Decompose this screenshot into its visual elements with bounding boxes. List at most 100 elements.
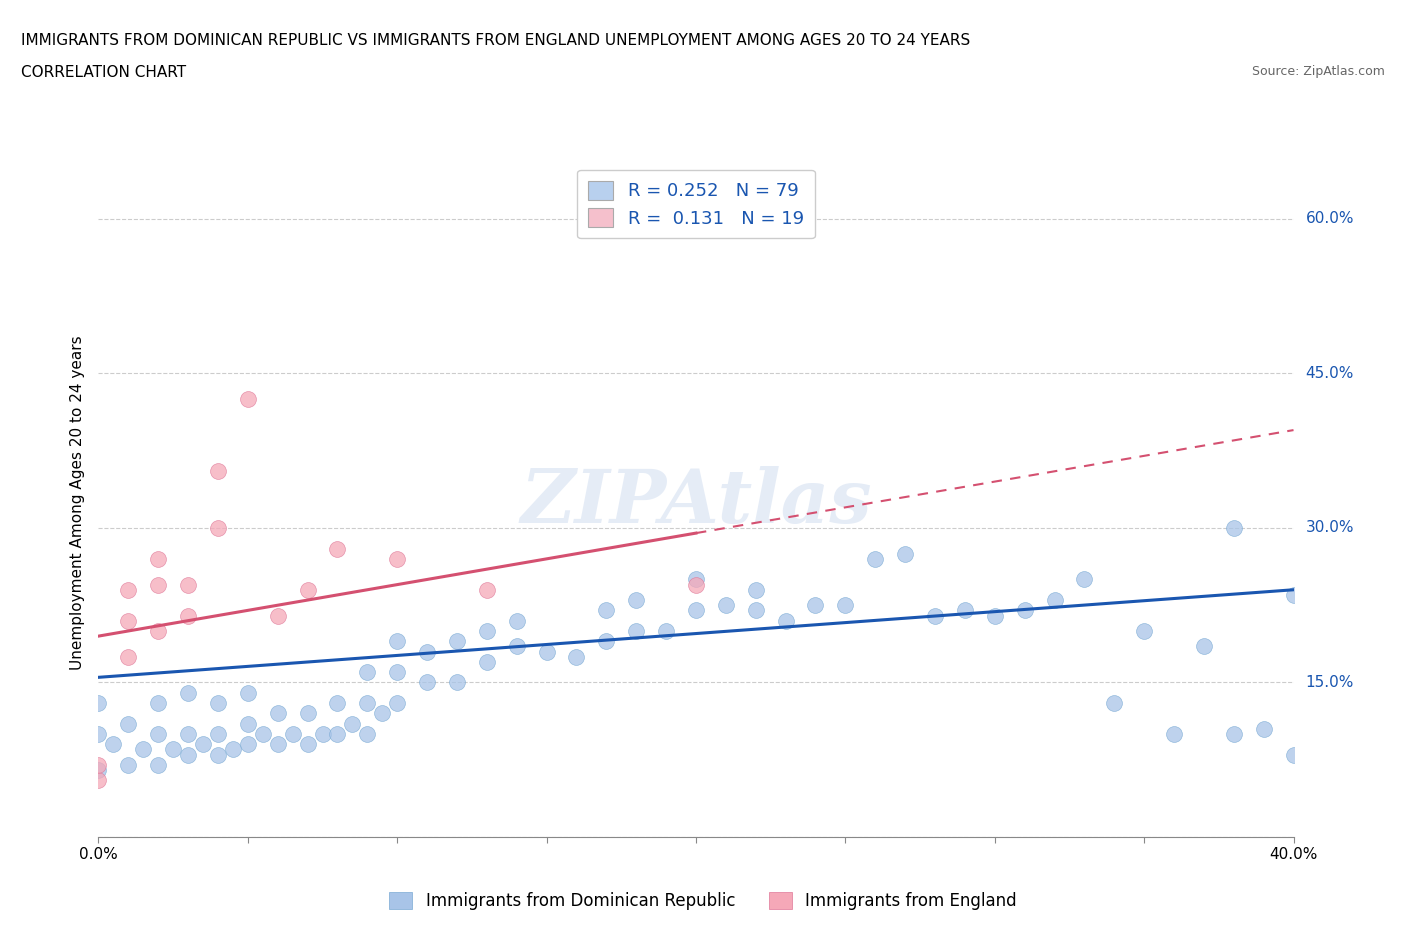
Point: [87, 773, 110, 788]
Point: [385, 551, 409, 566]
Point: [624, 623, 647, 638]
Point: [148, 696, 170, 711]
Point: [595, 603, 617, 618]
Point: [356, 726, 378, 741]
Text: 60.0%: 60.0%: [1306, 211, 1354, 226]
Point: [207, 696, 229, 711]
Point: [953, 603, 976, 618]
Point: [148, 726, 170, 741]
Point: [1043, 592, 1066, 607]
Point: [207, 726, 229, 741]
Point: [297, 706, 319, 721]
Point: [506, 613, 529, 628]
Point: [117, 613, 139, 628]
Point: [87, 757, 110, 772]
Point: [177, 747, 200, 762]
Point: [685, 603, 707, 618]
Point: [775, 613, 797, 628]
Point: [1133, 623, 1156, 638]
Point: [385, 665, 409, 680]
Point: [416, 675, 439, 690]
Point: [87, 726, 110, 741]
Legend: Immigrants from Dominican Republic, Immigrants from England: Immigrants from Dominican Republic, Immi…: [382, 885, 1024, 917]
Point: [207, 521, 229, 536]
Point: [745, 603, 768, 618]
Point: [132, 742, 155, 757]
Point: [1223, 521, 1246, 536]
Point: [506, 639, 529, 654]
Point: [565, 649, 588, 664]
Point: [1282, 747, 1305, 762]
Point: [252, 726, 274, 741]
Point: [297, 582, 319, 597]
Text: 45.0%: 45.0%: [1306, 365, 1354, 381]
Point: [804, 598, 827, 613]
Point: [745, 582, 768, 597]
Point: [207, 747, 229, 762]
Point: [177, 578, 200, 592]
Text: 30.0%: 30.0%: [1306, 521, 1354, 536]
Point: [297, 737, 319, 751]
Point: [655, 623, 678, 638]
Point: [1073, 572, 1095, 587]
Point: [236, 716, 259, 731]
Point: [536, 644, 558, 659]
Point: [191, 737, 214, 751]
Point: [117, 649, 139, 664]
Point: [685, 578, 707, 592]
Point: [446, 675, 468, 690]
Point: [595, 634, 617, 649]
Point: [1253, 722, 1275, 737]
Point: [1014, 603, 1036, 618]
Point: [117, 716, 139, 731]
Point: [356, 696, 378, 711]
Point: [267, 737, 290, 751]
Point: [685, 572, 707, 587]
Point: [148, 578, 170, 592]
Point: [177, 726, 200, 741]
Point: [1223, 726, 1246, 741]
Point: [356, 665, 378, 680]
Point: [267, 706, 290, 721]
Point: [148, 623, 170, 638]
Point: [222, 742, 245, 757]
Point: [207, 464, 229, 479]
Point: [87, 696, 110, 711]
Point: [236, 737, 259, 751]
Point: [117, 757, 139, 772]
Point: [1282, 588, 1305, 603]
Point: [624, 592, 647, 607]
Point: [326, 726, 349, 741]
Point: [385, 634, 409, 649]
Point: [326, 541, 349, 556]
Point: [865, 551, 887, 566]
Point: [267, 608, 290, 623]
Point: [1192, 639, 1215, 654]
Point: [236, 685, 259, 700]
Point: [87, 763, 110, 777]
Point: [385, 696, 409, 711]
Text: IMMIGRANTS FROM DOMINICAN REPUBLIC VS IMMIGRANTS FROM ENGLAND UNEMPLOYMENT AMONG: IMMIGRANTS FROM DOMINICAN REPUBLIC VS IM…: [21, 33, 970, 47]
Point: [371, 706, 394, 721]
Point: [834, 598, 856, 613]
Text: 15.0%: 15.0%: [1306, 675, 1354, 690]
Point: [446, 634, 468, 649]
Point: [475, 655, 498, 670]
Point: [326, 696, 349, 711]
Text: Source: ZipAtlas.com: Source: ZipAtlas.com: [1251, 65, 1385, 78]
Point: [281, 726, 304, 741]
Point: [103, 737, 125, 751]
Point: [1104, 696, 1126, 711]
Point: [983, 608, 1005, 623]
Point: [162, 742, 184, 757]
Point: [924, 608, 946, 623]
Legend: R = 0.252   N = 79, R =  0.131   N = 19: R = 0.252 N = 79, R = 0.131 N = 19: [578, 170, 814, 238]
Y-axis label: Unemployment Among Ages 20 to 24 years: Unemployment Among Ages 20 to 24 years: [70, 335, 86, 670]
Text: ZIPAtlas: ZIPAtlas: [520, 466, 872, 538]
Point: [311, 726, 333, 741]
Point: [148, 551, 170, 566]
Point: [236, 392, 259, 406]
Text: CORRELATION CHART: CORRELATION CHART: [21, 65, 186, 80]
Point: [416, 644, 439, 659]
Point: [148, 757, 170, 772]
